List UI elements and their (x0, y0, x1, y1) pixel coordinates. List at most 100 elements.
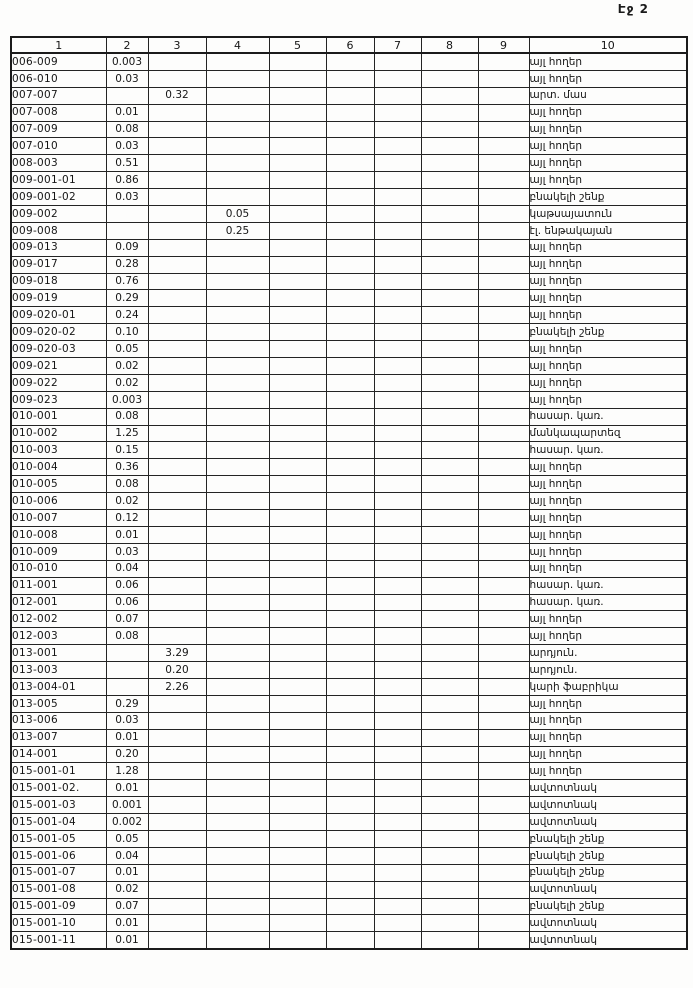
value-cell (325, 796, 375, 815)
value-cell (205, 880, 270, 899)
value-cell (268, 424, 327, 443)
parcel-code-cell: 009-022 (10, 373, 107, 392)
value-cell (420, 441, 479, 460)
column-header-2: 2 (105, 36, 149, 54)
value-cell (373, 154, 422, 173)
value-cell (373, 407, 422, 426)
value-cell (268, 677, 327, 696)
value-cell (420, 255, 479, 274)
value-cell (268, 813, 327, 831)
value-cell (325, 509, 375, 527)
value-cell (325, 542, 375, 561)
value-cell (147, 441, 207, 460)
value-cell: 0.02 (105, 880, 149, 899)
value-cell (205, 677, 270, 696)
value-cell (205, 424, 270, 443)
value-cell (268, 610, 327, 629)
table-row: 009-001-01 0.86 այլ հողեր (10, 171, 688, 190)
land-type-cell: այլ հողեր (528, 694, 688, 713)
value-cell (205, 171, 270, 190)
value-cell (268, 897, 327, 916)
value-cell (325, 441, 375, 460)
table-row: 010-005 0.08 այլ հողեր (10, 475, 688, 494)
value-cell (477, 137, 530, 156)
parcel-code-cell: 007-008 (10, 103, 107, 122)
value-cell (373, 492, 422, 511)
value-cell (477, 407, 530, 426)
value-cell (420, 357, 479, 375)
value-cell (477, 458, 530, 477)
value-cell (147, 863, 207, 882)
parcel-code-cell: 006-010 (10, 69, 107, 88)
value-cell (325, 407, 375, 426)
value-cell: 0.10 (105, 323, 149, 342)
value-cell (147, 627, 207, 646)
value-cell (268, 103, 327, 122)
value-cell (420, 711, 479, 730)
value-cell (205, 559, 270, 578)
value-cell (325, 238, 375, 257)
value-cell (105, 677, 149, 696)
value-cell (420, 796, 479, 815)
value-cell: 0.03 (105, 711, 149, 730)
value-cell (325, 829, 375, 848)
table-row: 012-003 0.08 այլ հողեր (10, 627, 688, 646)
value-cell (205, 120, 270, 139)
value-cell: 0.01 (105, 103, 149, 122)
table-row: 009-002 0.05 կաթսայատուն (10, 205, 688, 223)
value-cell (147, 542, 207, 561)
value-cell (420, 306, 479, 325)
land-type-cell: հասար. կառ. (528, 593, 688, 612)
land-type-cell: ավտոտնակ (528, 796, 688, 815)
value-cell (205, 69, 270, 88)
table-row: 010-009 0.03 այլ հողեր (10, 542, 688, 561)
value-cell (147, 255, 207, 274)
table-row: 015-001-07 0.01 բնակելի շենք (10, 863, 688, 882)
value-cell (205, 711, 270, 730)
table-row: 015-001-09 0.07 բնակելի շենք (10, 897, 688, 916)
table-row: 010-007 0.12 այլ հողեր (10, 509, 688, 527)
value-cell (420, 390, 479, 409)
land-type-cell: այլ հողեր (528, 475, 688, 494)
value-cell (420, 205, 479, 223)
value-cell (373, 863, 422, 882)
value-cell (268, 796, 327, 815)
value-cell (268, 762, 327, 781)
value-cell: 0.25 (205, 221, 270, 240)
value-cell (147, 340, 207, 359)
value-cell (268, 69, 327, 88)
value-cell (420, 542, 479, 561)
value-cell (205, 458, 270, 477)
value-cell (268, 661, 327, 679)
value-cell (268, 357, 327, 375)
value-cell (420, 407, 479, 426)
value-cell (268, 188, 327, 207)
parcel-code-cell: 010-010 (10, 559, 107, 578)
value-cell: 0.001 (105, 796, 149, 815)
value-cell (373, 373, 422, 392)
value-cell (147, 610, 207, 629)
land-type-cell: այլ հողեր (528, 171, 688, 190)
value-cell (325, 593, 375, 612)
value-cell (477, 745, 530, 764)
value-cell (147, 525, 207, 544)
land-type-cell: այլ հողեր (528, 306, 688, 325)
table-row: 015-001-10 0.01 ավտոտնակ (10, 914, 688, 933)
parcel-code-cell: 009-018 (10, 272, 107, 291)
value-cell (477, 238, 530, 257)
value-cell (477, 863, 530, 882)
value-cell: 0.04 (105, 559, 149, 578)
table-row: 009-017 0.28 այլ հողեր (10, 255, 688, 274)
value-cell (325, 120, 375, 139)
value-cell (147, 238, 207, 257)
table-row: 013-006 0.03 այլ հողեր (10, 711, 688, 730)
value-cell (420, 880, 479, 899)
land-type-cell: այլ հողեր (528, 120, 688, 139)
value-cell (147, 593, 207, 612)
value-cell (205, 289, 270, 308)
value-cell (147, 813, 207, 831)
value-cell (373, 829, 422, 848)
land-type-cell: այլ հողեր (528, 559, 688, 578)
table-row: 010-010 0.04 այլ հողեր (10, 559, 688, 578)
value-cell (420, 171, 479, 190)
